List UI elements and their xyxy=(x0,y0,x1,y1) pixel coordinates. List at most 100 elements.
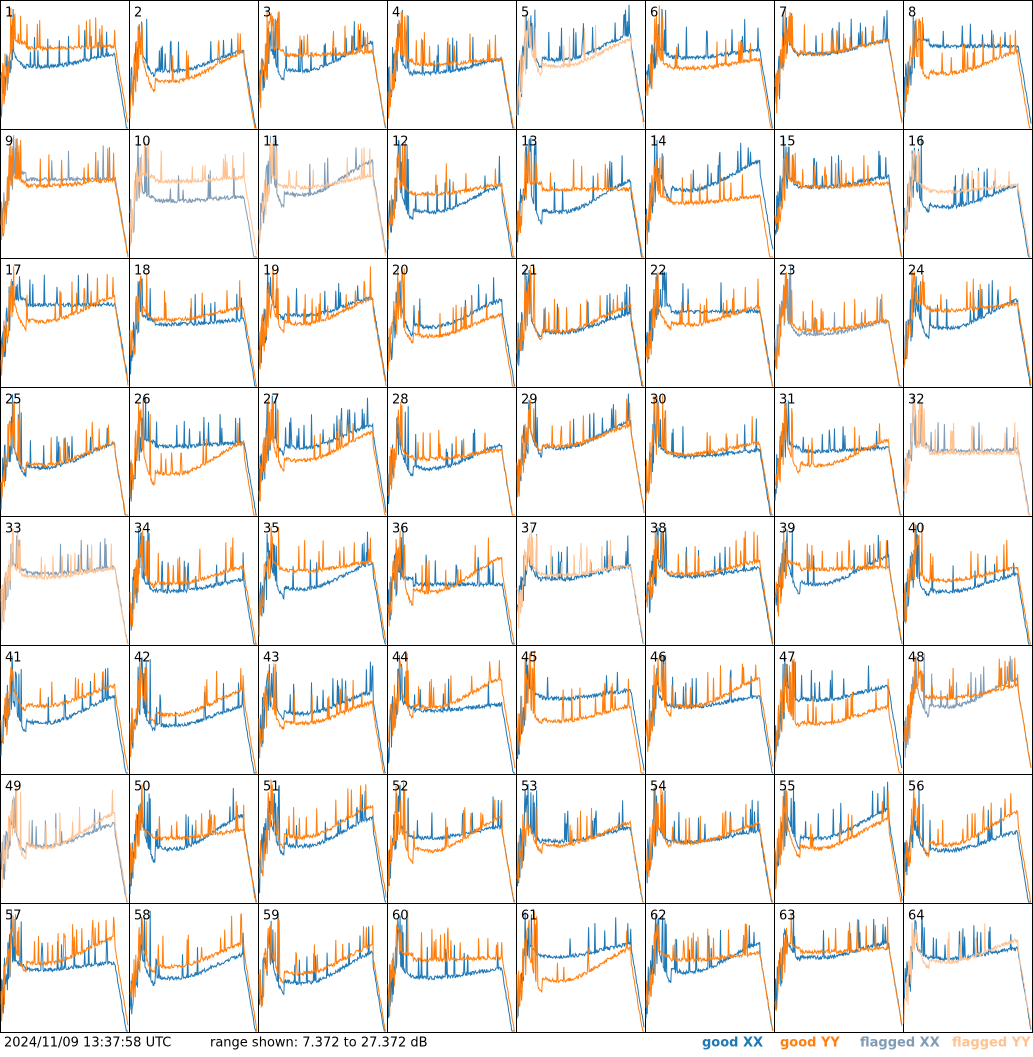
spectrum-yy xyxy=(774,914,903,1026)
panel-label: 50 xyxy=(134,780,151,795)
panel: 57 xyxy=(0,903,130,1033)
panel: 8 xyxy=(903,0,1033,130)
spectrum-xx xyxy=(129,528,257,645)
panel: 44 xyxy=(387,645,517,775)
spectrum-xx xyxy=(258,915,386,1032)
panel-label: 10 xyxy=(134,135,151,150)
spectrum-xx xyxy=(645,270,774,387)
panel-label: 40 xyxy=(908,522,925,537)
panel-label: 61 xyxy=(521,909,538,924)
panel-label: 9 xyxy=(5,135,13,150)
panel: 56 xyxy=(903,774,1033,904)
spectrum-yy xyxy=(129,657,257,774)
spectrum-yy xyxy=(0,784,129,903)
panel: 2 xyxy=(129,0,259,130)
panel-label: 18 xyxy=(134,264,151,279)
panel-label: 19 xyxy=(263,264,280,279)
spectrum-yy xyxy=(258,398,386,516)
panel-label: 14 xyxy=(650,135,667,150)
panel-frame xyxy=(0,129,130,259)
spectrum-yy xyxy=(387,11,515,129)
panel: 10 xyxy=(129,129,259,259)
spectrum-yy xyxy=(0,7,129,123)
range-text: range shown: 7.372 to 27.372 dB xyxy=(210,1036,428,1051)
panel-label: 63 xyxy=(779,909,796,924)
panel-label: 53 xyxy=(521,780,538,795)
spectrum-yy xyxy=(516,147,644,258)
spectrum-xx xyxy=(129,278,257,387)
spectrum-xx xyxy=(0,655,128,774)
panel-label: 44 xyxy=(392,651,409,666)
panel: 9 xyxy=(0,129,130,259)
spectrum-xx xyxy=(0,8,128,129)
panel-label: 54 xyxy=(650,780,667,795)
panel-label: 57 xyxy=(5,909,22,924)
spectrum-xx xyxy=(774,781,903,901)
spectrum-yy xyxy=(387,268,515,387)
panel-label: 56 xyxy=(908,780,925,795)
spectrum-yy xyxy=(0,666,129,771)
panel: 64 xyxy=(903,903,1033,1033)
spectrum-yy xyxy=(387,530,515,645)
panel: 16 xyxy=(903,129,1033,259)
spectrum-xx xyxy=(645,654,773,774)
panel-label: 13 xyxy=(521,135,538,150)
panel-label: 34 xyxy=(134,522,151,537)
legend-entry: flagged YY xyxy=(952,1036,1031,1051)
panel: 22 xyxy=(645,258,775,388)
spectrum-xx xyxy=(645,527,773,645)
spectrum-yy xyxy=(129,784,257,903)
panel: 12 xyxy=(387,129,517,259)
spectrum-xx xyxy=(129,396,257,516)
panel-label: 1 xyxy=(5,6,13,21)
spectrum-yy xyxy=(903,523,1031,645)
panel: 13 xyxy=(516,129,646,259)
panel: 14 xyxy=(645,129,775,259)
spectrum-yy xyxy=(516,804,644,903)
panel-label: 59 xyxy=(263,909,280,924)
spectrum-yy xyxy=(903,398,1031,516)
panel-label: 38 xyxy=(650,522,667,537)
legend-entry: good YY xyxy=(780,1036,840,1051)
spectrum-xx xyxy=(129,18,257,129)
spectrum-xx xyxy=(129,787,257,903)
panel-label: 5 xyxy=(521,6,529,21)
spectrum-yy xyxy=(129,399,257,516)
spectrum-yy xyxy=(774,401,902,516)
panel-label: 3 xyxy=(263,6,271,21)
spectrum-xx xyxy=(387,277,516,387)
panel: 17 xyxy=(0,258,130,388)
spectrum-yy xyxy=(516,524,645,645)
spectrum-xx xyxy=(516,534,645,645)
spectrum-yy xyxy=(516,911,644,1032)
spectrum-xx xyxy=(258,531,386,645)
panel-label: 48 xyxy=(908,651,925,666)
panel-label: 36 xyxy=(392,522,409,537)
panel-label: 20 xyxy=(392,264,409,279)
panel: 5 xyxy=(516,0,646,130)
panel-label: 25 xyxy=(5,393,22,408)
panel: 21 xyxy=(516,258,646,388)
spectrum-xx xyxy=(516,4,645,123)
spectrum-yy xyxy=(903,655,1032,768)
spectrum-yy xyxy=(387,401,515,516)
spectrum-yy xyxy=(387,782,515,903)
panel-label: 49 xyxy=(5,780,22,795)
spectrum-xx xyxy=(387,784,515,903)
panel: 62 xyxy=(645,903,775,1033)
panel: 29 xyxy=(516,387,646,517)
spectrum-xx xyxy=(0,273,129,382)
spectrum-xx xyxy=(774,136,903,258)
panel-label: 64 xyxy=(908,909,925,924)
panel-label: 16 xyxy=(908,135,925,150)
panel: 27 xyxy=(258,387,388,517)
spectrum-xx xyxy=(387,406,515,516)
spectrum-yy xyxy=(645,923,774,1032)
panel-label: 35 xyxy=(263,522,280,537)
panel: 47 xyxy=(774,645,904,775)
panel: 1 xyxy=(0,0,130,130)
spectrum-yy xyxy=(387,910,515,1032)
spectrum-yy xyxy=(129,23,257,129)
spectrum-yy xyxy=(129,138,258,255)
panel-label: 31 xyxy=(779,393,796,408)
